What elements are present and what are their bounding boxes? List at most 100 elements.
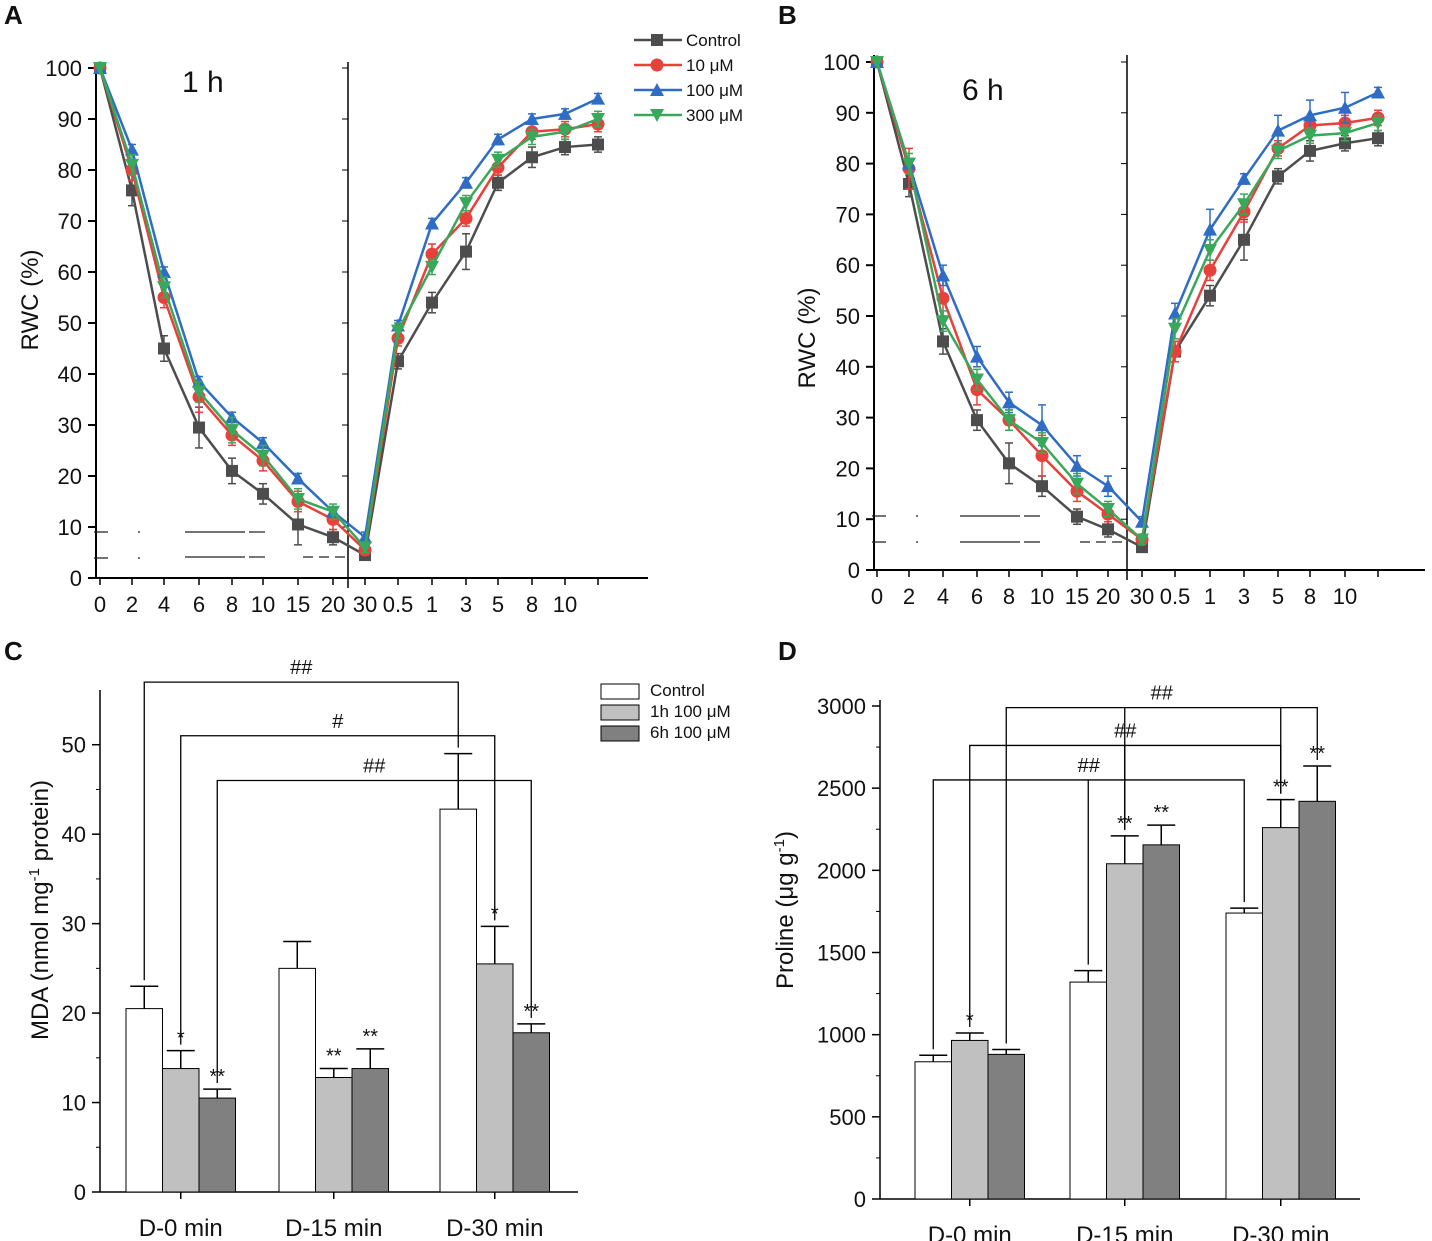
panel-b-point-100um: [970, 349, 984, 363]
panel-a-time-label: 1 h: [182, 66, 224, 99]
panel-a-x-tick-label: 3: [460, 592, 472, 617]
panel-b-point-300um: [936, 315, 950, 329]
panel-b-point-control: [1003, 457, 1015, 470]
panel-d-bar-control: [1069, 981, 1107, 1200]
panel-a-point-300um: [525, 130, 539, 144]
panel-d-category-label: D-0 min: [928, 1222, 1012, 1241]
panel-c-ylabel-sup: -1: [26, 868, 43, 881]
panel-a-point-control: [526, 151, 538, 164]
panel-b-point-10um: [1203, 263, 1217, 277]
panel-c-bar-6h: [198, 1097, 236, 1193]
panel-b-point-300um: [870, 56, 884, 69]
panel-b-y-tick-label: 80: [836, 152, 860, 177]
panel-a-point-100um: [291, 471, 305, 485]
panel-a-point-control: [292, 518, 304, 531]
panel-b-x-tick-label: 1: [1204, 584, 1216, 609]
panel-b-series-line-300um: [875, 61, 1379, 542]
panel-b-point-control: [1238, 233, 1250, 246]
legend-marker-control: [651, 34, 663, 46]
panel-b-y-tick-label: 60: [836, 253, 860, 278]
panel-a-point-300um: [591, 113, 605, 126]
panel-b-y-tick-label: 50: [836, 304, 860, 329]
panel-b-x-tick-label: 5: [1272, 584, 1284, 609]
panel-letter-b: B: [778, 0, 797, 30]
panel-a-point-300um: [192, 385, 206, 399]
legend-marker-100um: [650, 83, 664, 96]
panel-b-x-tick-label: 6: [971, 584, 983, 609]
panel-a-y-tick-label: 90: [58, 107, 82, 132]
panel-a-x-tick-label: 1: [426, 592, 438, 617]
panel-c-significance-hash: ##: [290, 657, 313, 679]
panel-d-bar-1h: [951, 1039, 989, 1200]
panel-d-bar-6h: [1142, 844, 1180, 1200]
panel-a-series-line-100um: [98, 67, 599, 540]
legend-label-control: Control: [686, 31, 741, 50]
panel-a-point-300um: [93, 62, 107, 75]
panel-d-y-tick-label: 1000: [817, 1023, 866, 1048]
panel-c-significance-bracket: [180, 735, 496, 1045]
panel-a-point-control: [257, 487, 269, 500]
panel-b-point-300um: [1135, 533, 1149, 547]
panel-a-point-100um: [358, 530, 372, 544]
panel-b-point-100um: [1237, 171, 1251, 185]
panel-d-bar-6h: [987, 1053, 1025, 1200]
panel-a-y-tick-label: 10: [58, 515, 82, 540]
panel-d-bar-1h: [1262, 827, 1300, 1200]
panel-c-significance-bracket: [216, 779, 532, 1084]
panel-a-y-tick-label: 80: [58, 158, 82, 183]
panel-b-point-100um: [1101, 479, 1115, 493]
panel-a-point-300um: [459, 197, 473, 211]
panel-a-point-control: [559, 141, 571, 154]
panel-d-y-tick-label: 2500: [817, 776, 866, 801]
panel-c-y-tick-label: 40: [62, 822, 86, 847]
legend-marker-300um: [650, 109, 664, 122]
panel-a-x-tick-label: 10: [553, 592, 577, 617]
panel-b-point-control: [971, 414, 983, 427]
panel-a-x-tick-label: 2: [126, 592, 138, 617]
panel-a-point-300um: [425, 260, 439, 274]
panel-b-point-100um: [1035, 418, 1049, 432]
panel-b-point-control: [1304, 144, 1316, 157]
panel-d-significance-star: **: [1153, 802, 1169, 824]
panel-a-x-tick-label: 30: [353, 592, 377, 617]
panel-a-x-tick-label: 0: [94, 592, 106, 617]
panel-c-ylabel-main: MDA (nmol mg: [27, 881, 54, 1040]
panel-d-significance-hash: ##: [1078, 755, 1101, 777]
panel-a-x-tick-label: 10: [251, 592, 275, 617]
panel-b-series-line-10um: [875, 61, 1379, 542]
panel-c-category-label: D-0 min: [139, 1215, 223, 1241]
panel-b-time-label: 6 h: [962, 74, 1004, 107]
panel-b-x-tick-label: 2: [903, 584, 915, 609]
panel-b-y-tick-label: 30: [836, 406, 860, 431]
panel-b-y-tick-label: 70: [836, 202, 860, 227]
panel-d-y-tick-label: 1500: [817, 941, 866, 966]
panel-b-x-tick-label: 10: [1030, 584, 1054, 609]
legend-label-bar-1h: 1h 100 μM: [650, 702, 731, 721]
panel-a-point-100um: [459, 175, 473, 189]
panel-b-point-300um: [1203, 243, 1217, 257]
panel-a-point-control: [592, 138, 604, 151]
panel-letter-d: D: [778, 636, 797, 666]
panel-a-point-control: [426, 296, 438, 309]
panel-b-x-tick-label: 15: [1065, 584, 1089, 609]
panel-c-bar-6h: [512, 1032, 550, 1193]
panel-c-ylabel: MDA (nmol mg-1 protein): [26, 780, 54, 1040]
legend-label-100um: 100 μM: [686, 81, 743, 100]
panel-d-y-tick-label: 500: [829, 1105, 866, 1130]
panel-b-point-300um: [970, 373, 984, 387]
panel-a-point-control: [492, 176, 504, 189]
panel-b-x-tick-label: 8: [1304, 584, 1316, 609]
panel-d-ylabel-main: Proline (μg g: [772, 852, 799, 989]
panel-b-y-tick-label: 100: [823, 50, 860, 75]
panel-b-y-tick-label: 40: [836, 355, 860, 380]
panel-a-y-tick-label: 20: [58, 464, 82, 489]
panel-a-ylabel: RWC (%): [17, 250, 44, 351]
panel-a-y-tick-label: 50: [58, 311, 82, 336]
panel-c-significance-hash: ##: [363, 756, 386, 778]
panel-a-point-control: [158, 342, 170, 355]
panel-a-point-300um: [157, 281, 171, 295]
panel-b-x-tick-label: 8: [1003, 584, 1015, 609]
panel-c-bar-control: [439, 808, 477, 1193]
